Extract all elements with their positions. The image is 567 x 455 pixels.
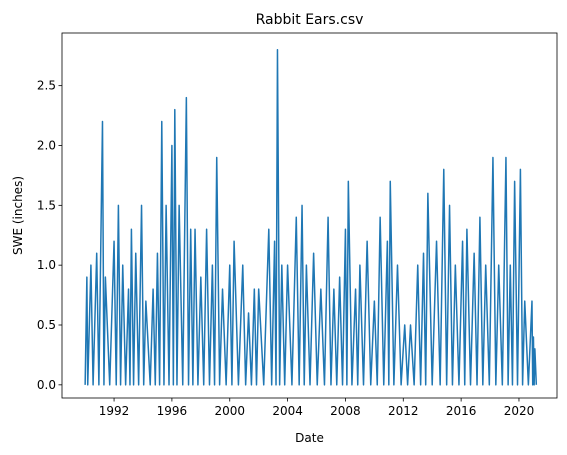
x-tick-label: 2020 [504, 404, 535, 418]
x-tick-label: 2008 [330, 404, 361, 418]
x-tick-label: 2004 [272, 404, 303, 418]
y-axis-label: SWE (inches) [11, 176, 25, 255]
x-axis-label: Date [295, 431, 324, 445]
x-tick-label: 2000 [214, 404, 245, 418]
y-tick-label: 0.0 [37, 378, 56, 392]
y-tick-label: 1.0 [37, 258, 56, 272]
x-tick-label: 2016 [446, 404, 477, 418]
y-tick-label: 0.5 [37, 318, 56, 332]
y-tick-label: 1.5 [37, 198, 56, 212]
series-line [84, 49, 538, 386]
chart-title: Rabbit Ears.csv [256, 12, 364, 28]
y-tick-label: 2.5 [37, 79, 56, 93]
x-tick-label: 1992 [99, 404, 130, 418]
y-tick-label: 2.0 [37, 138, 56, 152]
x-tick-label: 2012 [388, 404, 419, 418]
plot-frame [61, 32, 558, 399]
x-tick-label: 1996 [157, 404, 188, 418]
